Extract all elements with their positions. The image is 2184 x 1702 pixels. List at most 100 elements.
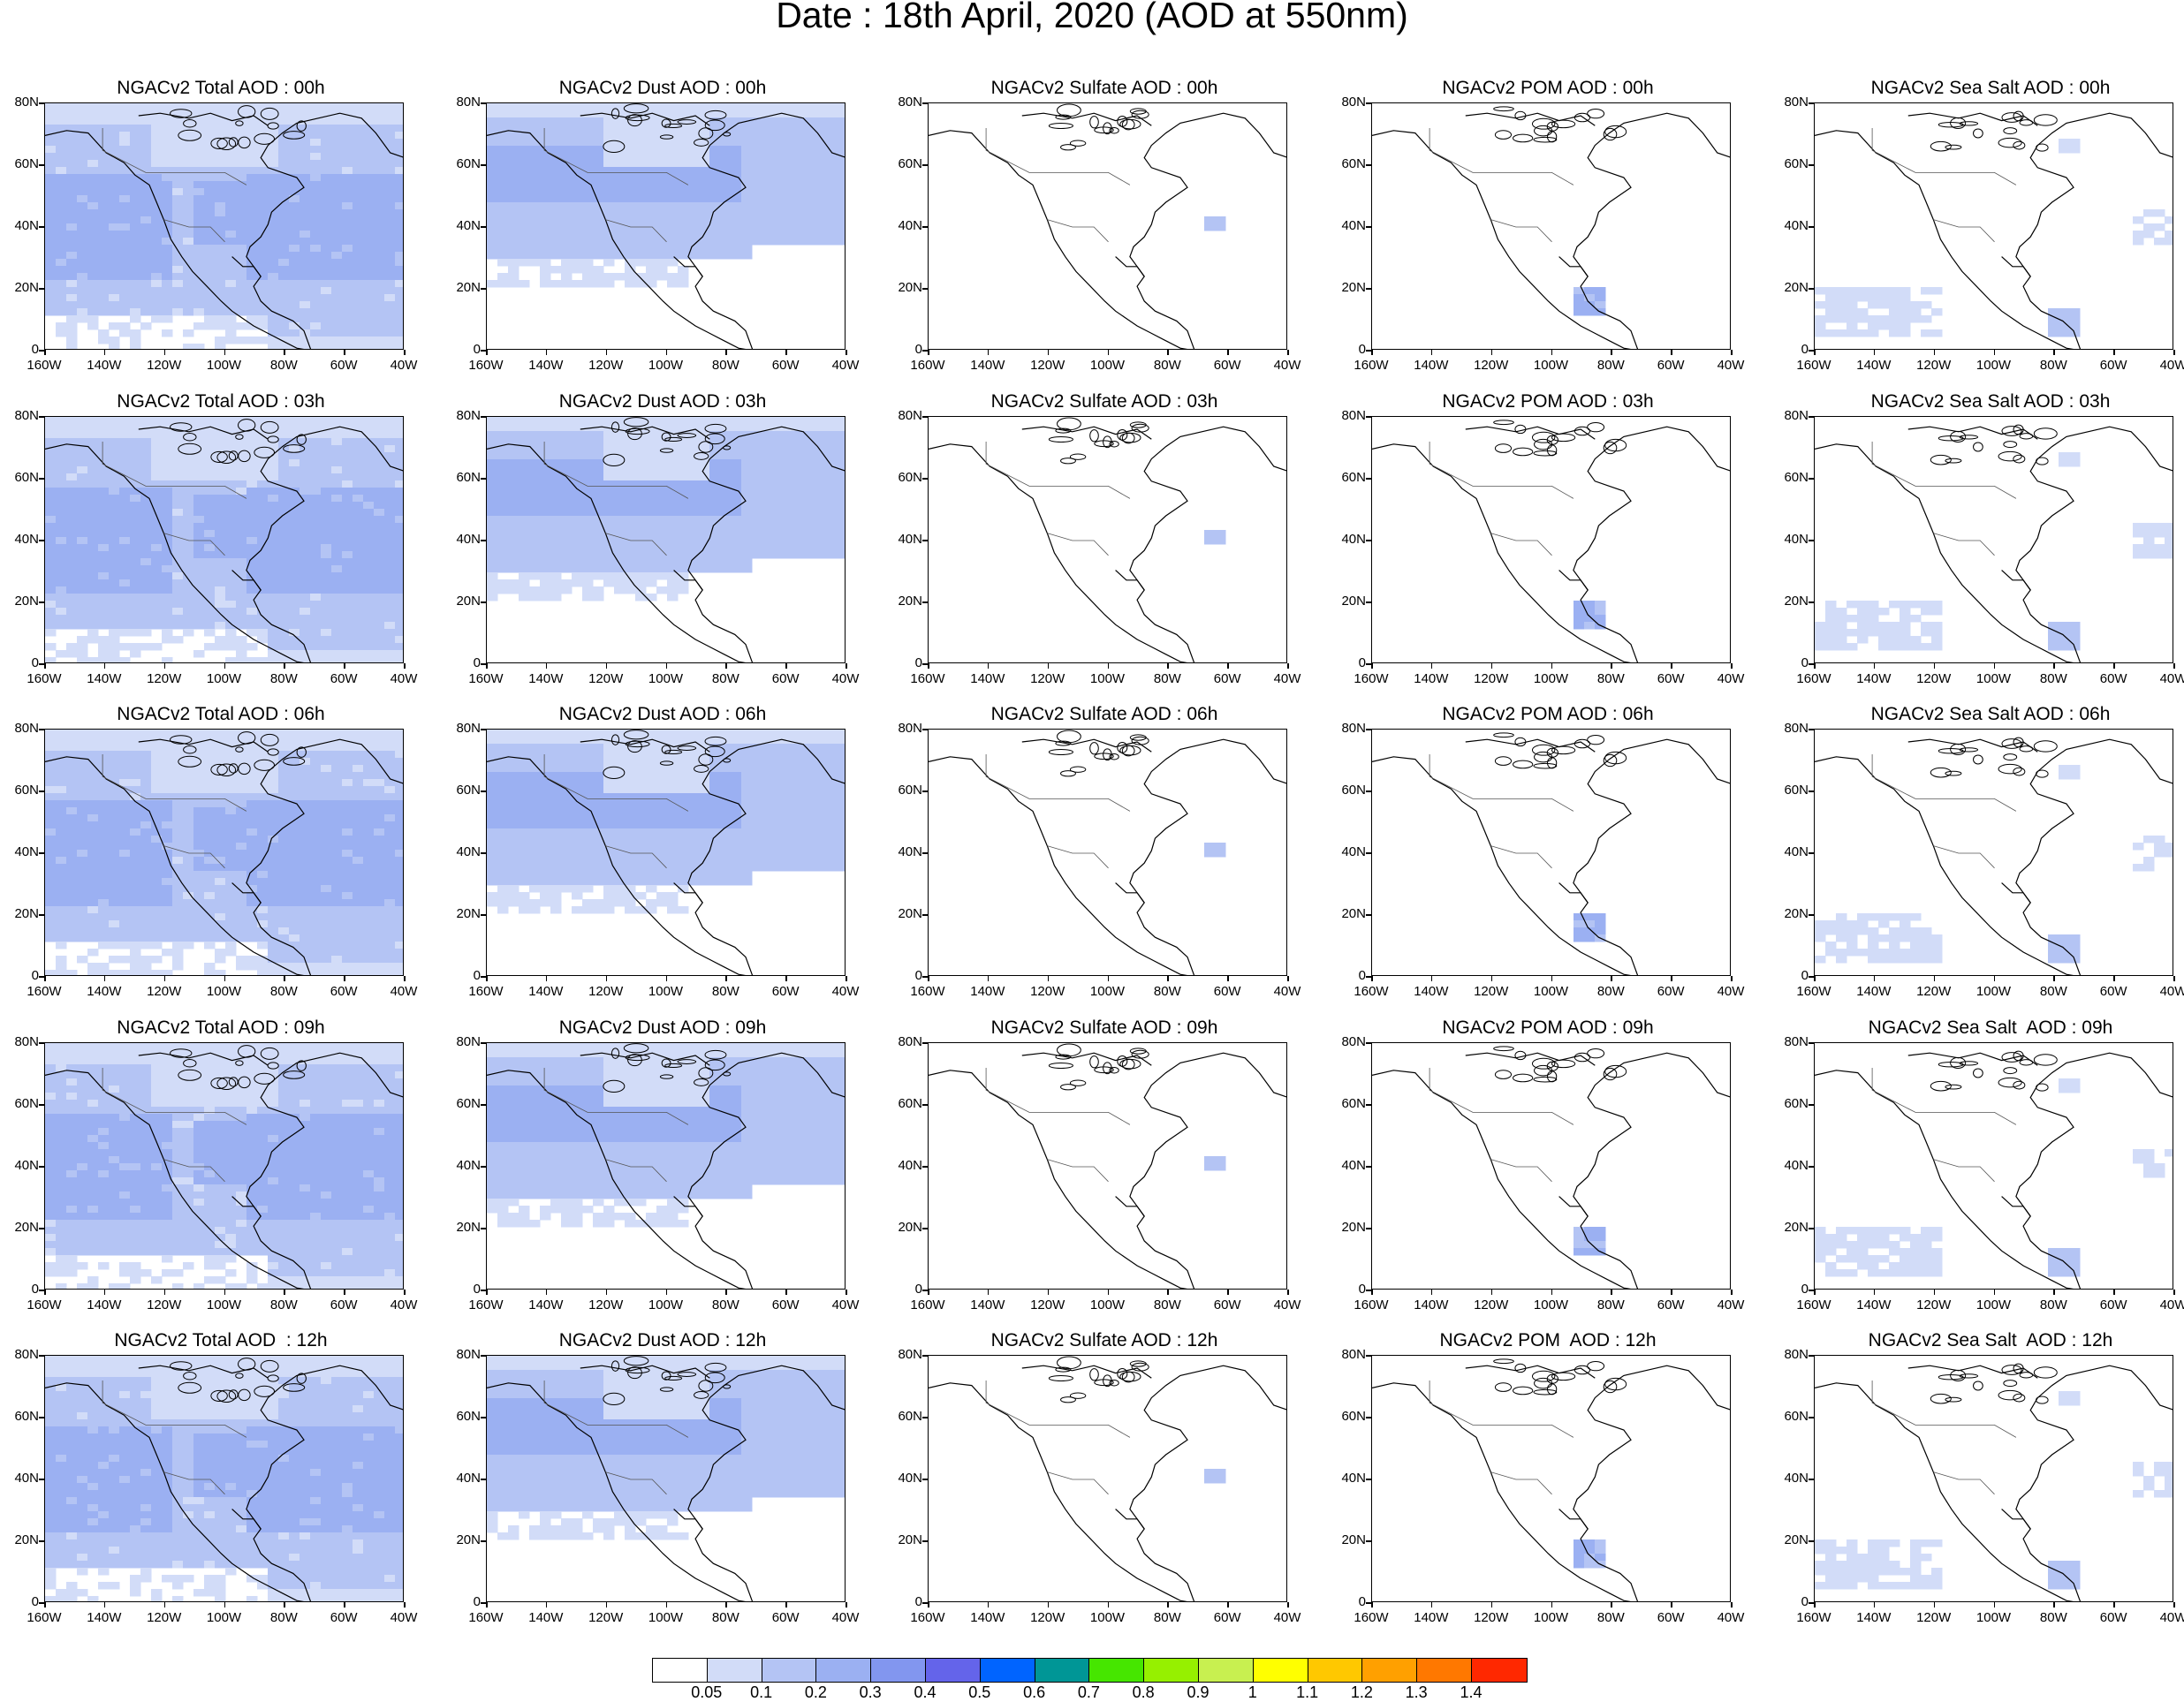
aod-cell (363, 779, 375, 787)
aod-cell (805, 551, 816, 559)
aod-cell (151, 537, 163, 545)
aod-cell (321, 579, 332, 587)
aod-cell (353, 480, 364, 488)
aod-cell (77, 586, 88, 594)
aod-cell (45, 280, 57, 288)
aod-cell (215, 558, 226, 566)
aod-cell (529, 174, 541, 182)
aod-cell (193, 245, 205, 253)
panel-title: NGACv2 Total AOD : 03h (0, 391, 442, 412)
aod-cell (667, 252, 679, 260)
aod-cell (66, 473, 78, 481)
aod-cell (278, 737, 290, 745)
aod-cell (773, 146, 785, 154)
aod-cell (374, 800, 385, 808)
aod-cell (215, 181, 226, 189)
aod-cell (384, 167, 396, 175)
aod-cell (183, 622, 194, 630)
aod-cell (603, 488, 615, 495)
aod-cell (342, 572, 353, 580)
aod-cell (395, 608, 404, 616)
aod-cell (268, 772, 279, 780)
aod-cell (540, 181, 551, 189)
aod-cell (140, 765, 152, 773)
aod-cell (699, 459, 710, 467)
aod-cell (656, 174, 668, 182)
aod-cell (225, 636, 237, 644)
aod-cell (762, 431, 774, 439)
aod-cell (98, 558, 110, 566)
panel-title: NGACv2 Sulfate AOD : 00h (883, 78, 1325, 99)
aod-cell (225, 174, 237, 182)
lon-label: 80W (1584, 358, 1637, 373)
aod-cell (109, 280, 120, 288)
aod-cell (688, 530, 700, 538)
aod-cell (1878, 622, 1890, 630)
aod-cell (140, 132, 152, 140)
lon-tick (104, 350, 106, 355)
aod-cell (625, 153, 636, 161)
aod-cell (151, 117, 163, 125)
aod-cell (720, 181, 732, 189)
aod-cell (667, 209, 679, 217)
aod-cell (45, 480, 57, 488)
coastline (1372, 444, 1638, 663)
aod-cell (45, 558, 57, 566)
country-border (986, 442, 1130, 498)
aod-cell (151, 438, 163, 446)
aod-cell (363, 459, 375, 467)
aod-cell (550, 195, 562, 203)
aod-cell (331, 636, 343, 644)
lat-tick (39, 226, 44, 228)
aod-cell (826, 188, 838, 196)
lat-tick (922, 478, 928, 480)
aod-cell (826, 117, 838, 125)
aod-cell (300, 537, 311, 545)
lon-tick (606, 663, 608, 669)
aod-cell (374, 252, 385, 260)
aod-cell (384, 174, 396, 182)
aod-cell (140, 629, 152, 637)
lon-label: 100W (1525, 358, 1578, 373)
aod-cell (98, 744, 110, 752)
aod-cell (98, 488, 110, 495)
aod-cell (172, 744, 184, 752)
aod-cell (109, 551, 120, 559)
aod-cell (77, 572, 88, 580)
lat-tick (1809, 288, 1814, 290)
aod-cell (151, 259, 163, 267)
aod-cell (741, 417, 753, 425)
aod-cell (193, 594, 205, 601)
aod-cell (384, 329, 396, 337)
aod-cell (731, 117, 742, 125)
aod-cell (815, 202, 827, 210)
aod-cell (815, 110, 827, 118)
aod-cell (204, 259, 216, 267)
aod-cell (45, 153, 57, 161)
aod-cell (246, 516, 258, 524)
aod-cell (593, 473, 604, 481)
aod-cell (45, 452, 57, 460)
aod-cell (204, 252, 216, 260)
aod-cell (1825, 629, 1837, 637)
aod-cell (77, 608, 88, 616)
aod-cell (310, 772, 322, 780)
aod-cell (614, 579, 626, 587)
aod-cell (699, 209, 710, 217)
lat-tick (922, 102, 928, 104)
lat-label: 20N (1331, 280, 1366, 295)
aod-cell (384, 424, 396, 432)
aod-cell (384, 223, 396, 231)
aod-cell (300, 473, 311, 481)
aod-cell (837, 502, 846, 510)
aod-cell (172, 195, 184, 203)
aod-cell (204, 473, 216, 481)
lat-tick (1366, 164, 1371, 166)
aod-cell (204, 231, 216, 238)
aod-cell (77, 294, 88, 302)
aod-cell (56, 601, 67, 609)
island (1998, 451, 2021, 460)
map-frame (44, 729, 404, 976)
aod-cell (66, 765, 78, 773)
aod-cell (678, 438, 689, 446)
